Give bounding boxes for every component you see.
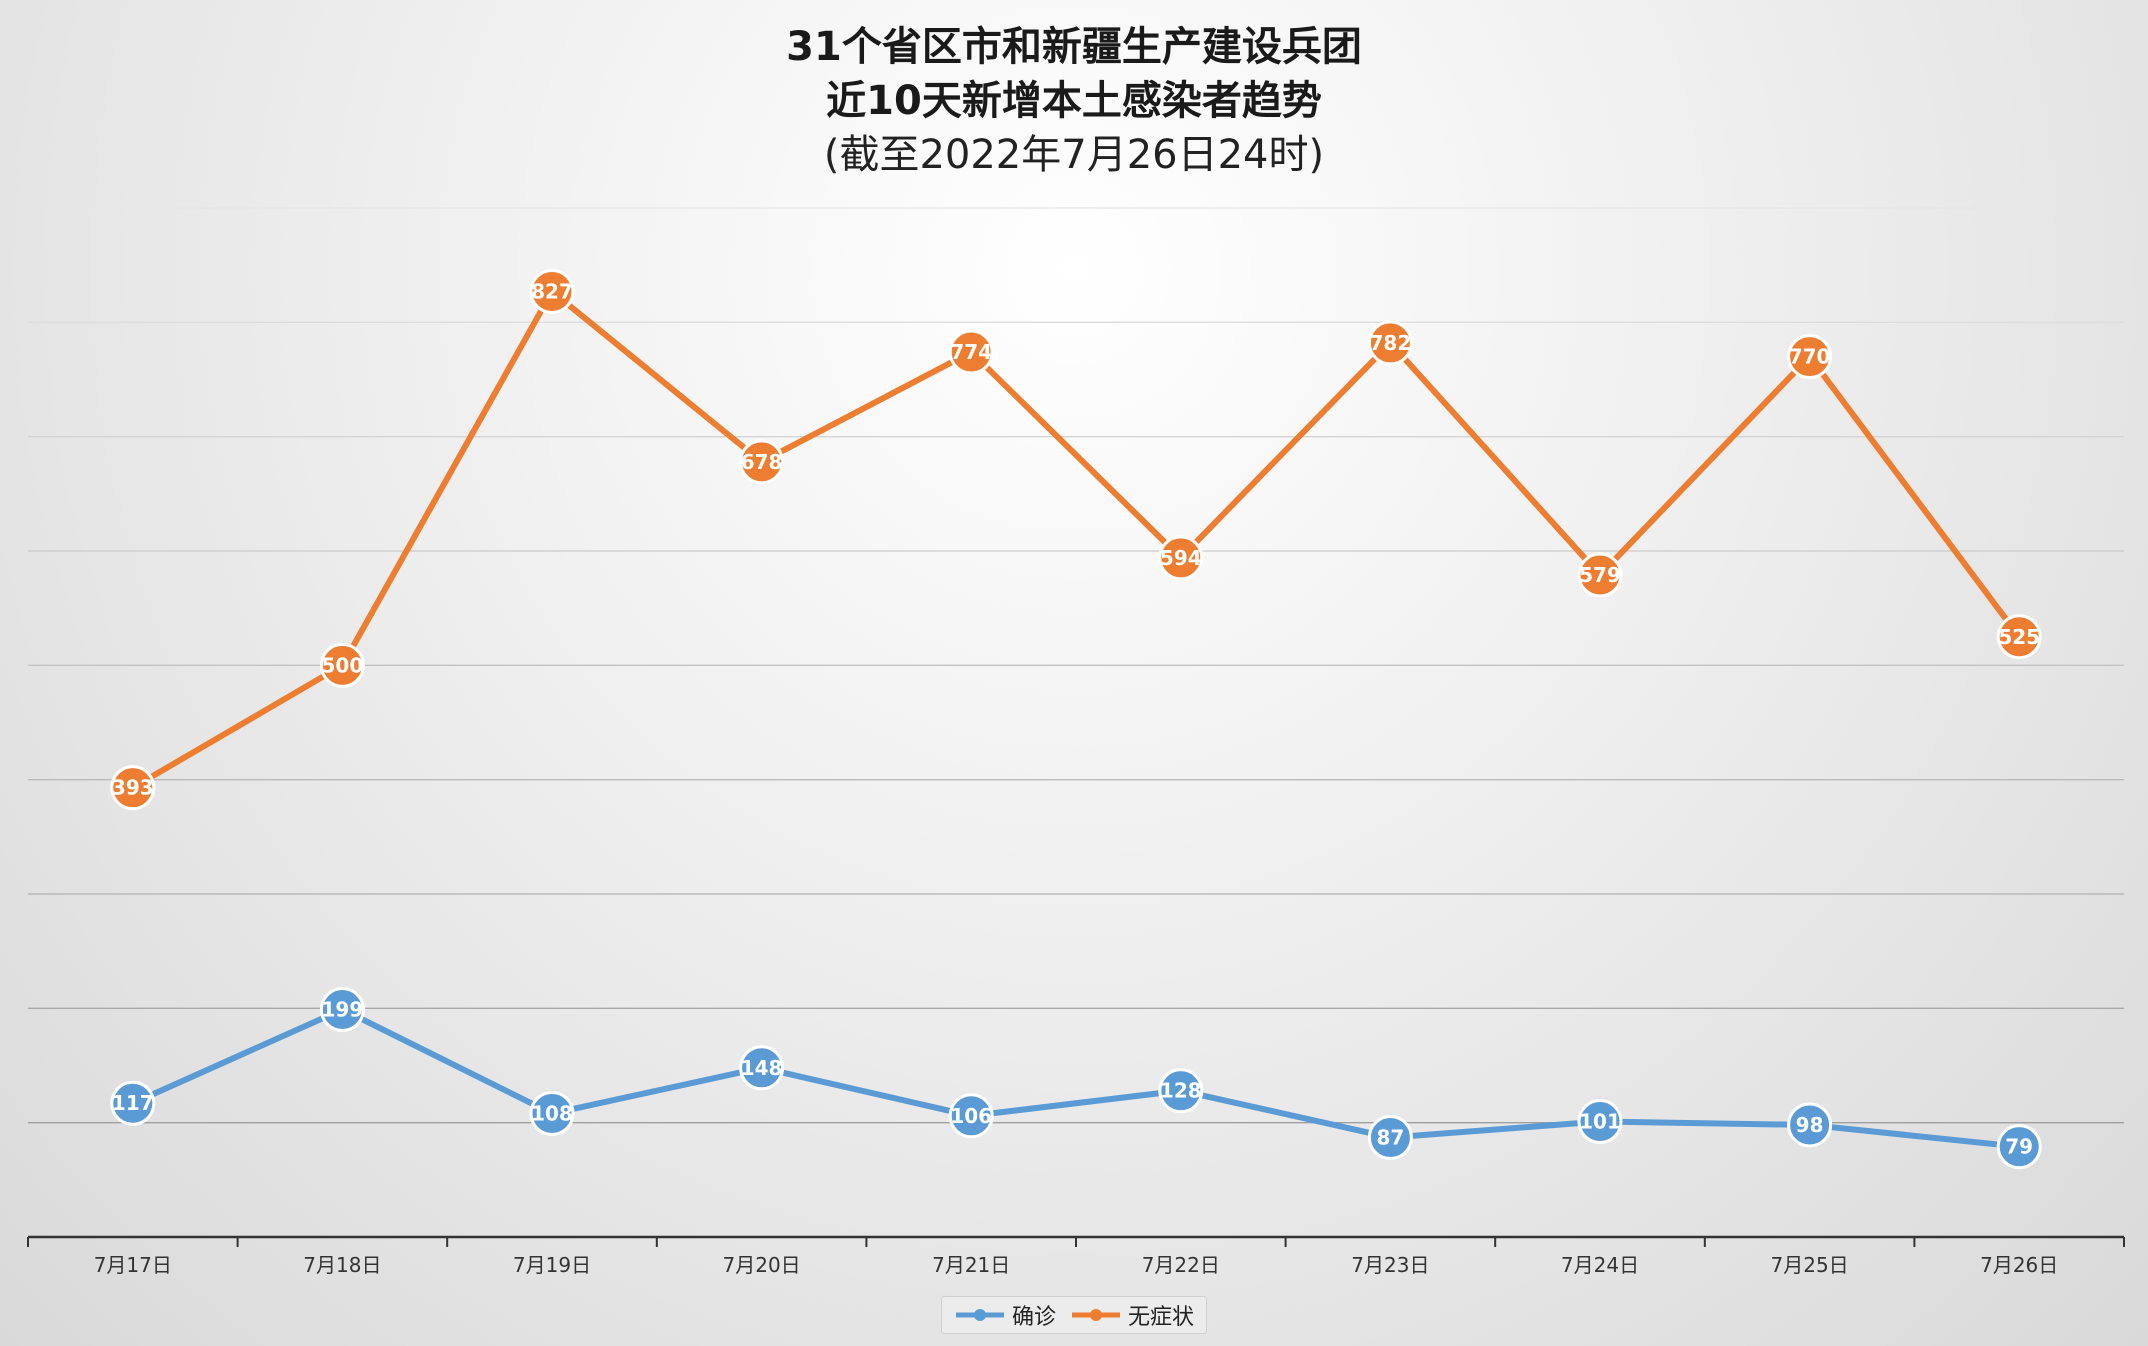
- x-tick-label: 7月23日: [1351, 1253, 1429, 1277]
- data-point: [948, 329, 994, 375]
- series-line-1: [129, 288, 2023, 791]
- data-point: [1367, 320, 1413, 366]
- data-label: 79: [2005, 1135, 2033, 1159]
- data-label: 525: [1998, 625, 2040, 649]
- data-point: [1577, 1099, 1623, 1145]
- chart-legend: 确诊 无症状: [0, 1296, 2148, 1334]
- data-label: 594: [1160, 546, 1202, 570]
- data-label: 101: [1579, 1110, 1621, 1134]
- data-point: [319, 986, 365, 1032]
- data-point: [529, 1091, 575, 1137]
- data-point: [110, 1080, 156, 1126]
- chart-subtitle: (截至2022年7月26日24时): [823, 132, 1325, 178]
- data-point: [1158, 1068, 1204, 1114]
- data-label: 393: [112, 776, 154, 800]
- data-point: [1787, 1102, 1833, 1148]
- legend-swatch-asymptomatic: [1072, 1309, 1120, 1321]
- data-label: 199: [322, 997, 364, 1021]
- data-label: 87: [1376, 1126, 1404, 1150]
- data-point: [739, 1045, 785, 1091]
- legend-swatch-confirmed: [955, 1309, 1004, 1321]
- data-label: 108: [531, 1102, 573, 1126]
- x-tick-label: 7月24日: [1561, 1253, 1639, 1277]
- data-label: 98: [1796, 1113, 1824, 1137]
- data-point: [1367, 1115, 1413, 1161]
- data-label: 782: [1370, 331, 1412, 355]
- data-label: 128: [1160, 1079, 1202, 1103]
- x-tick-label: 7月17日: [94, 1253, 172, 1277]
- data-label: 148: [741, 1056, 783, 1080]
- data-point: [739, 439, 785, 485]
- data-label: 827: [531, 279, 573, 303]
- chart-title-line-2: 近10天新增本土感染者趋势: [826, 78, 1322, 124]
- x-tick-label: 7月19日: [513, 1253, 591, 1277]
- data-point: [1577, 552, 1623, 598]
- x-tick-label: 7月22日: [1142, 1253, 1220, 1277]
- data-label: 579: [1579, 563, 1621, 587]
- legend-label-asymptomatic: 无症状: [1128, 1305, 1195, 1330]
- data-point: [1158, 535, 1204, 581]
- legend-box: 确诊 无症状: [940, 1296, 1208, 1334]
- x-tick-label: 7月21日: [932, 1253, 1010, 1277]
- legend-label-confirmed: 确诊: [1011, 1305, 1056, 1330]
- data-point: [948, 1093, 994, 1139]
- x-tick-label: 7月18日: [303, 1253, 381, 1277]
- data-label: 117: [112, 1091, 154, 1115]
- data-point: [110, 765, 156, 811]
- x-tick-label: 7月26日: [1980, 1253, 2058, 1277]
- data-label: 770: [1789, 345, 1831, 369]
- data-label: 774: [950, 340, 992, 364]
- data-point: [319, 642, 365, 688]
- data-point: [1996, 614, 2042, 660]
- legend-item-confirmed[interactable]: 确诊: [954, 1299, 1056, 1331]
- series-line-0: [129, 1006, 2023, 1150]
- chart-title-block: 31个省区市和新疆生产建设兵团 近10天新增本土感染者趋势 (截至2022年7月…: [0, 20, 2148, 182]
- chart-title-line-1: 31个省区市和新疆生产建设兵团: [786, 24, 1362, 70]
- x-tick-label: 7月25日: [1771, 1253, 1849, 1277]
- data-point: [1787, 334, 1833, 380]
- data-label: 106: [950, 1104, 992, 1128]
- data-point: [1996, 1124, 2042, 1170]
- x-tick-label: 7月20日: [723, 1253, 801, 1277]
- data-label: 500: [322, 653, 364, 677]
- data-point: [529, 268, 575, 314]
- data-label: 678: [741, 450, 783, 474]
- legend-item-asymptomatic[interactable]: 无症状: [1070, 1299, 1194, 1331]
